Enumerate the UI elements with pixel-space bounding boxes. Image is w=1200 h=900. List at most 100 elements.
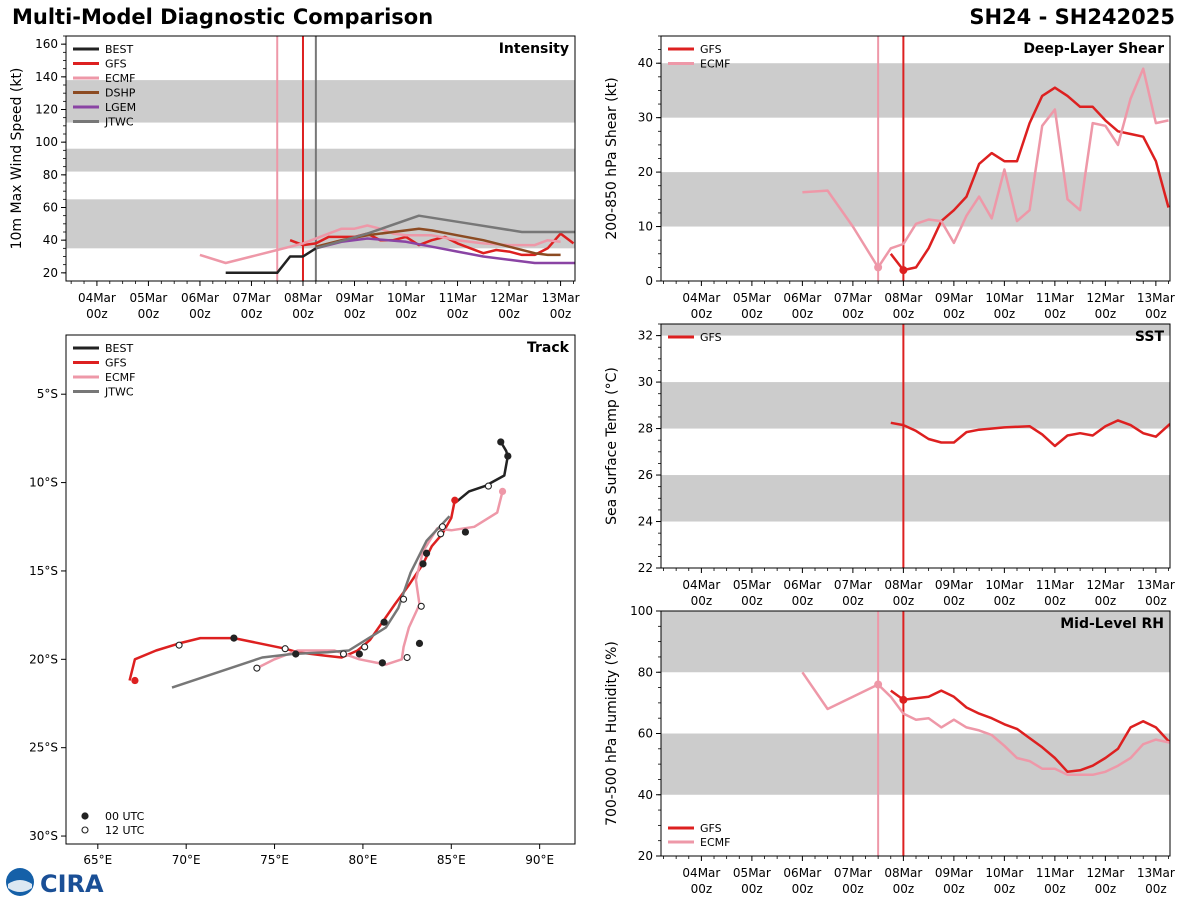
x-tick-label-track: 75°E [260, 853, 289, 867]
y-tick-label-track: 20°S [29, 652, 58, 666]
x-tick-label-track: 80°E [348, 853, 377, 867]
y-tick-label-rh: 80 [638, 665, 653, 679]
legend-label-12z: 12 UTC [105, 824, 145, 837]
x-tick-label-shear: 12Mar [1086, 291, 1124, 305]
x-tick-sublabel-rh: 00z [1095, 882, 1117, 896]
y-axis-label-rh: 700-500 hPa Humidity (%) [604, 641, 620, 826]
panel-title-track: Track [527, 340, 570, 356]
shade-band-rh-0 [661, 733, 1170, 795]
plot-area-shear [661, 36, 1170, 281]
track-marker-00z [355, 650, 363, 658]
track-marker-12z [484, 482, 492, 490]
track-marker-12z [400, 595, 408, 603]
panel-title-intensity: Intensity [499, 41, 569, 57]
series-line-ecmf [802, 67, 1169, 269]
x-tick-label-track: 85°E [437, 853, 466, 867]
legend-label-gfs: GFS [105, 357, 127, 370]
axes-frame-sst [660, 323, 1171, 569]
y-tick-label-intensity: 20 [43, 266, 58, 280]
x-tick-sublabel-sst: 00z [1095, 594, 1117, 608]
logo-text: CIRA [40, 870, 104, 898]
y-axis-label-sst: Sea Surface Temp (°C) [604, 367, 620, 525]
legend-marker-12z [81, 826, 89, 834]
track-marker-00z [419, 560, 427, 568]
x-tick-sublabel-rh: 00z [893, 882, 915, 896]
y-tick-label-sst: 26 [638, 468, 653, 482]
panel-title-sst: SST [1135, 329, 1165, 345]
track-marker-00z [504, 452, 512, 460]
x-tick-sublabel-shear: 00z [792, 307, 814, 321]
track-marker-00z [380, 618, 388, 626]
x-tick-sublabel-shear: 00z [691, 307, 713, 321]
x-tick-label-intensity: 10Mar [387, 291, 425, 305]
x-tick-label-sst: 06Mar [783, 578, 821, 592]
shade-band-shear-1 [661, 63, 1170, 118]
noaa-wave-shape [8, 880, 32, 892]
x-tick-label-shear: 06Mar [783, 291, 821, 305]
y-axis-label-shear: 200-850 hPa Shear (kt) [604, 77, 620, 239]
x-tick-label-shear: 08Mar [884, 291, 922, 305]
x-tick-label-intensity: 12Mar [490, 291, 528, 305]
x-tick-label-rh: 08Mar [884, 866, 922, 880]
legend-label-best: BEST [105, 342, 133, 355]
x-tick-sublabel-rh: 00z [1145, 882, 1167, 896]
y-tick-label-track: 15°S [29, 564, 58, 578]
track-marker-00z [498, 487, 507, 496]
y-tick-label-intensity: 160 [35, 37, 58, 51]
plot-area-sst [661, 324, 1170, 568]
panel-intensity: 20 40 60 80 100 120 140 160 04Mar 00z 05Mar 00z 06Ma… [9, 35, 580, 321]
x-tick-sublabel-rh: 00z [842, 882, 864, 896]
legend-label-gfs: GFS [700, 331, 722, 344]
legend-label-gfs: GFS [700, 43, 722, 56]
legend-label-jtwc: JTWC [104, 386, 134, 399]
plot-area-rh [661, 611, 1170, 856]
x-tick-sublabel-intensity: 00z [344, 307, 366, 321]
x-tick-sublabel-intensity: 00z [241, 307, 263, 321]
x-tick-sublabel-rh: 00z [691, 882, 713, 896]
y-tick-label-track: 10°S [29, 476, 58, 490]
series-line-best [225, 247, 317, 275]
y-tick-label-intensity: 140 [35, 70, 58, 84]
marker-ecmf [874, 263, 883, 272]
shade-band-sst-1 [661, 382, 1170, 429]
x-tick-label-rh: 07Mar [834, 866, 872, 880]
legend-label-00z: 00 UTC [105, 810, 145, 823]
x-tick-label-shear: 05Mar [733, 291, 771, 305]
shade-band-shear-0 [661, 172, 1170, 227]
x-tick-sublabel-rh: 00z [1044, 882, 1066, 896]
x-tick-sublabel-shear: 00z [893, 307, 915, 321]
y-tick-label-track: 25°S [29, 741, 58, 755]
x-tick-sublabel-sst: 00z [842, 594, 864, 608]
x-tick-sublabel-rh: 00z [943, 882, 965, 896]
x-tick-label-track: 90°E [525, 853, 554, 867]
x-tick-sublabel-shear: 00z [741, 307, 763, 321]
x-tick-sublabel-rh: 00z [994, 882, 1016, 896]
y-tick-label-shear: 20 [638, 165, 653, 179]
x-tick-label-rh: 09Mar [935, 866, 973, 880]
x-tick-sublabel-intensity: 00z [447, 307, 469, 321]
series-line-gfs [128, 499, 457, 681]
x-tick-label-rh: 10Mar [985, 866, 1023, 880]
y-tick-label-intensity: 80 [43, 168, 58, 182]
legend-label-best: BEST [105, 43, 133, 56]
x-tick-label-sst: 11Mar [1036, 578, 1074, 592]
y-tick-label-intensity: 100 [35, 135, 58, 149]
x-tick-label-sst: 08Mar [884, 578, 922, 592]
x-tick-sublabel-sst: 00z [994, 594, 1016, 608]
series-line-jtwc [171, 515, 451, 689]
x-tick-sublabel-sst: 00z [893, 594, 915, 608]
plot-area-track [128, 438, 512, 689]
x-tick-sublabel-intensity: 00z [498, 307, 520, 321]
track-marker-12z [253, 664, 261, 672]
legend-label-ecmf: ECMF [700, 58, 730, 71]
track-marker-00z [451, 496, 459, 504]
legend-label-dshp: DSHP [105, 87, 136, 100]
shade-band-sst-0 [661, 475, 1170, 522]
y-axis-label-intensity: 10m Max Wind Speed (kt) [9, 68, 25, 250]
x-tick-label-intensity: 13Mar [542, 291, 580, 305]
x-tick-sublabel-shear: 00z [842, 307, 864, 321]
x-tick-label-intensity: 05Mar [129, 291, 167, 305]
y-tick-label-track: 5°S [37, 387, 58, 401]
x-tick-label-intensity: 07Mar [233, 291, 271, 305]
